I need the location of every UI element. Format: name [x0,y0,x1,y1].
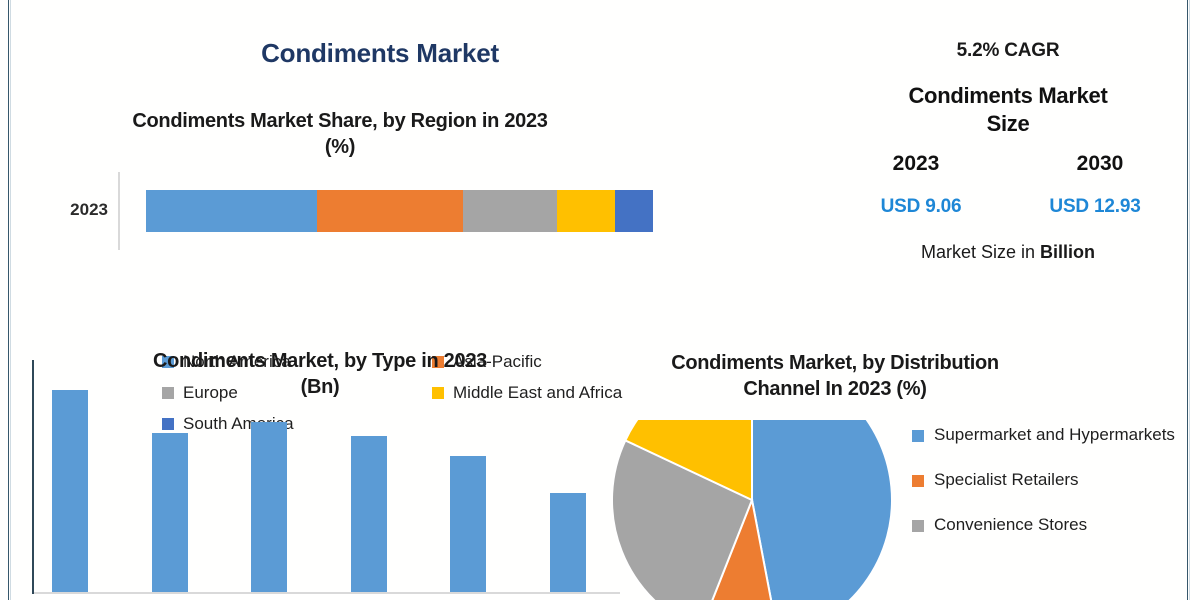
region-legend-label: Europe [183,382,238,402]
type-chart-baseline [34,592,620,594]
region-chart-axis [118,172,120,250]
type-bar [450,456,486,592]
type-bar-chart [0,340,620,600]
frame-border-left [8,0,9,600]
region-legend-label: Middle East and Africa [453,382,623,402]
legend-swatch-icon [432,355,444,368]
pie-slice [611,439,754,600]
legend-swatch-icon [432,386,444,399]
market-size-years: 2023 2030 [838,152,1178,176]
pie-chart-legend: Supermarket and Hypermarkets Specialist R… [912,424,1184,559]
type-chart-title-line1: Condiments Market, by Type in 2023 [153,350,487,372]
cagr-value: 5.2% CAGR [956,40,1060,61]
pie-legend-label: Convenience Stores [934,514,1088,534]
market-size-heading-line1: Condiments Market [908,83,1108,108]
type-bar [52,390,88,592]
region-stacked-bar [146,190,653,232]
type-bar [251,421,287,592]
market-size-unit-bold: Billion [1040,242,1096,263]
frame-border-right-inner [1189,0,1190,600]
pie-legend-label: Specialist Retailers [934,469,1079,489]
distribution-pie-chart [611,420,893,600]
pie-legend-label: Supermarket and Hypermarkets [934,425,1175,444]
market-size-panel: 5.2% CAGR Condiments Market Size 2023 20… [838,40,1178,263]
region-legend-item: Middle East and Africa [432,377,702,408]
region-legend-item: Europe [162,377,432,408]
region-chart-title-line2: (%) [324,136,356,159]
region-bar-segment [316,190,463,232]
pie-chart-title-line1: Condiments Market, by Distribution [671,352,999,374]
market-size-year-start: 2023 [892,152,940,176]
type-chart-title: Condiments Market, by Type in 2023 (Bn) [40,348,600,401]
frame-border-left-inner [10,0,11,600]
legend-swatch-icon [912,519,924,532]
region-legend-item: North America [162,346,432,377]
pie-legend-item: Convenience Stores [912,514,1184,537]
region-legend-label: North America [183,351,291,371]
legend-swatch-icon [912,474,924,487]
region-legend-item: Asia-Pacific [432,346,702,377]
type-chart-plot-area [24,360,620,594]
region-legend-label: Asia-Pacific [453,351,542,371]
pie-legend-item: Specialist Retailers [912,469,1184,492]
legend-swatch-icon [912,430,924,442]
region-bar-segment [556,190,616,232]
market-size-year-end: 2030 [1076,152,1124,176]
frame-border-right [1187,0,1188,600]
pie-slice [711,496,773,600]
region-bar-segment [146,190,317,232]
pie-chart-title: Condiments Market, by Distribution Chann… [600,350,1070,403]
region-chart-category-label: 2023 [70,200,108,219]
market-size-value-start: USD 9.06 [880,196,962,218]
region-share-chart: 2023 North America Asia-Pacific Europe Midd… [14,100,674,433]
region-chart-legend: North America Asia-Pacific Europe Middle Ea… [162,346,702,439]
type-bar [350,436,387,592]
region-bar-segment [462,190,557,232]
market-size-unit-prefix: Market Size in [920,242,1041,263]
type-chart-title-line2: (Bn) [300,376,340,399]
market-size-values: USD 9.06 USD 12.93 [838,196,1178,218]
pie-chart-svg [611,420,893,600]
market-size-unit: Market Size in Billion [838,242,1178,263]
type-bar [151,433,188,592]
type-bar [549,493,586,592]
market-size-heading-line2: Size [986,111,1030,137]
market-size-heading: Condiments Market Size [838,82,1178,138]
type-chart-y-axis [32,360,34,594]
pie-slice [623,420,753,502]
region-chart-title-line1: Condiments Market Share, by Region in 20… [132,110,548,132]
legend-swatch-icon [162,386,174,399]
region-bar-segment [615,190,653,232]
pie-legend-item: Supermarket and Hypermarkets [912,424,1184,447]
market-size-value-end: USD 12.93 [1049,196,1141,218]
region-chart-plot-area: 2023 [70,172,663,250]
page-title: Condiments Market [261,38,499,68]
legend-swatch-icon [162,417,174,430]
pie-slice [751,420,893,600]
region-chart-title: Condiments Market Share, by Region in 20… [80,108,600,161]
legend-swatch-icon [162,355,174,368]
pie-chart-title-line2: Channel In 2023 (%) [743,378,927,401]
